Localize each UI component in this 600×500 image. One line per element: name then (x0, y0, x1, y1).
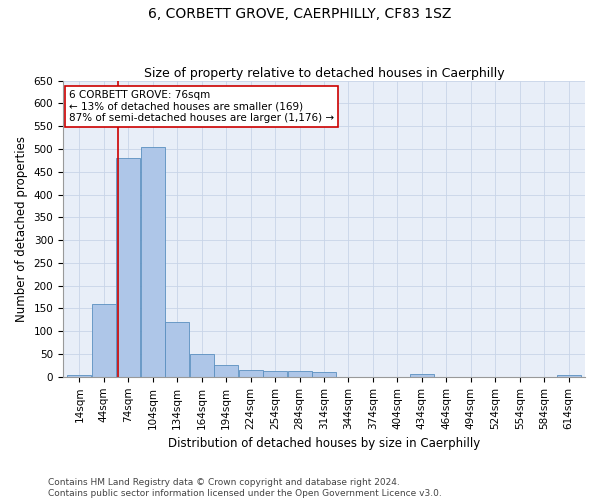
Y-axis label: Number of detached properties: Number of detached properties (15, 136, 28, 322)
Bar (263, 371, 287, 377)
Bar (312, 372, 336, 377)
Bar (92, 304, 116, 377)
Bar (214, 366, 238, 377)
Bar (287, 371, 311, 377)
Text: 6 CORBETT GROVE: 76sqm
← 13% of detached houses are smaller (169)
87% of semi-de: 6 CORBETT GROVE: 76sqm ← 13% of detached… (69, 90, 334, 123)
Bar (116, 158, 140, 377)
Bar (165, 322, 189, 377)
Bar (239, 370, 263, 377)
Bar (141, 146, 165, 377)
Bar (410, 374, 434, 377)
Text: 6, CORBETT GROVE, CAERPHILLY, CF83 1SZ: 6, CORBETT GROVE, CAERPHILLY, CF83 1SZ (148, 8, 452, 22)
Text: Contains HM Land Registry data © Crown copyright and database right 2024.
Contai: Contains HM Land Registry data © Crown c… (48, 478, 442, 498)
X-axis label: Distribution of detached houses by size in Caerphilly: Distribution of detached houses by size … (168, 437, 480, 450)
Bar (67, 374, 91, 377)
Title: Size of property relative to detached houses in Caerphilly: Size of property relative to detached ho… (144, 66, 505, 80)
Bar (557, 374, 581, 377)
Bar (190, 354, 214, 377)
